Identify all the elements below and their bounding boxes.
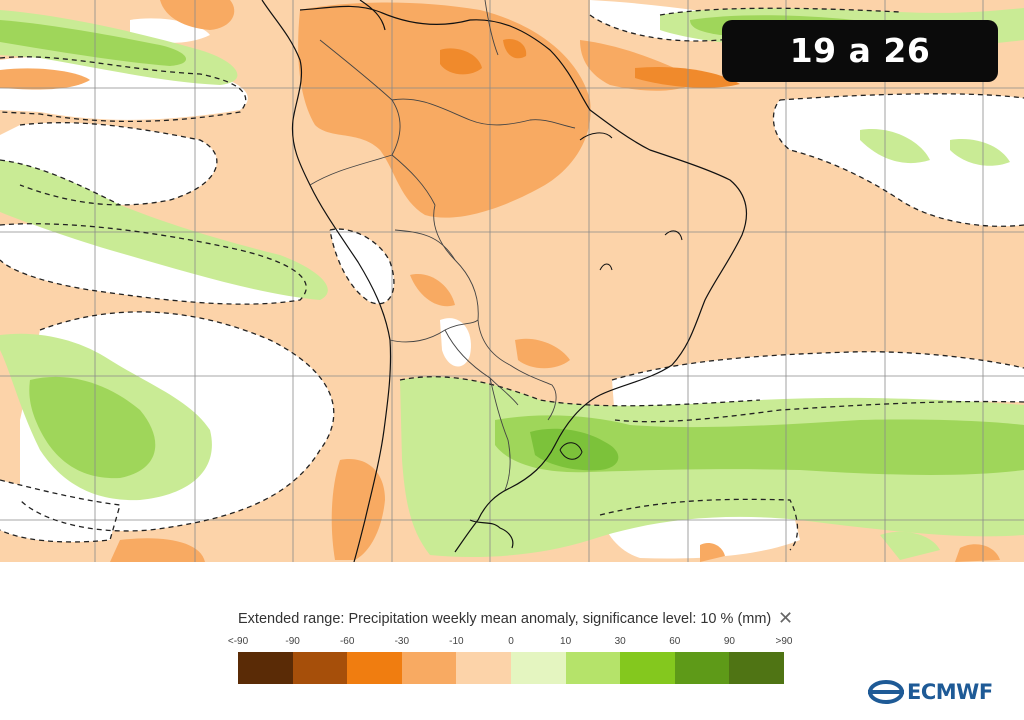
country-borders [309, 0, 576, 491]
strong-wet-areas [530, 428, 619, 471]
significance-contours [0, 7, 1024, 551]
legend-swatch [729, 652, 784, 684]
ecmwf-logo: ECMWF [868, 679, 993, 705]
legend-swatch [456, 652, 511, 684]
legend-swatch [347, 652, 402, 684]
moderate-wet-areas [0, 15, 1024, 479]
close-icon[interactable]: ✕ [778, 608, 794, 628]
anomaly-map [0, 0, 1024, 562]
legend-colorbar [238, 652, 784, 684]
legend-tick: -10 [449, 636, 464, 647]
coastlines [261, 0, 748, 562]
legend-swatch [565, 652, 621, 684]
legend-tick: >90 [775, 636, 793, 647]
legend-tick: -60 [339, 636, 355, 647]
legend-swatch [510, 652, 566, 684]
legend-tick: 60 [669, 636, 681, 647]
legend-tick: 90 [723, 636, 735, 647]
legend-tick: -30 [394, 636, 410, 647]
legend-swatch [620, 652, 675, 684]
legend-tick: 30 [614, 636, 626, 647]
legend-swatch [292, 652, 348, 684]
legend-ticks: <-90 -90 -60 -30 -10 0 10 30 60 90 >90 [228, 636, 793, 650]
legend-swatch [401, 652, 457, 684]
strong-dry-areas [440, 38, 740, 88]
ecmwf-symbol-icon [868, 680, 904, 704]
legend-tick: 10 [560, 636, 572, 647]
legend-tick: <-90 [227, 636, 249, 647]
legend-title: Extended range: Precipitation weekly mea… [238, 611, 772, 627]
legend-swatch [238, 652, 293, 684]
logo-text: ECMWF [907, 680, 993, 704]
legend-swatch [674, 652, 730, 684]
legend-tick: -90 [285, 636, 300, 647]
legend-tick: 0 [508, 636, 514, 647]
graticule [0, 0, 1024, 562]
coast-details [559, 132, 683, 460]
date-badge: 19 a 26 agosto [722, 20, 998, 132]
